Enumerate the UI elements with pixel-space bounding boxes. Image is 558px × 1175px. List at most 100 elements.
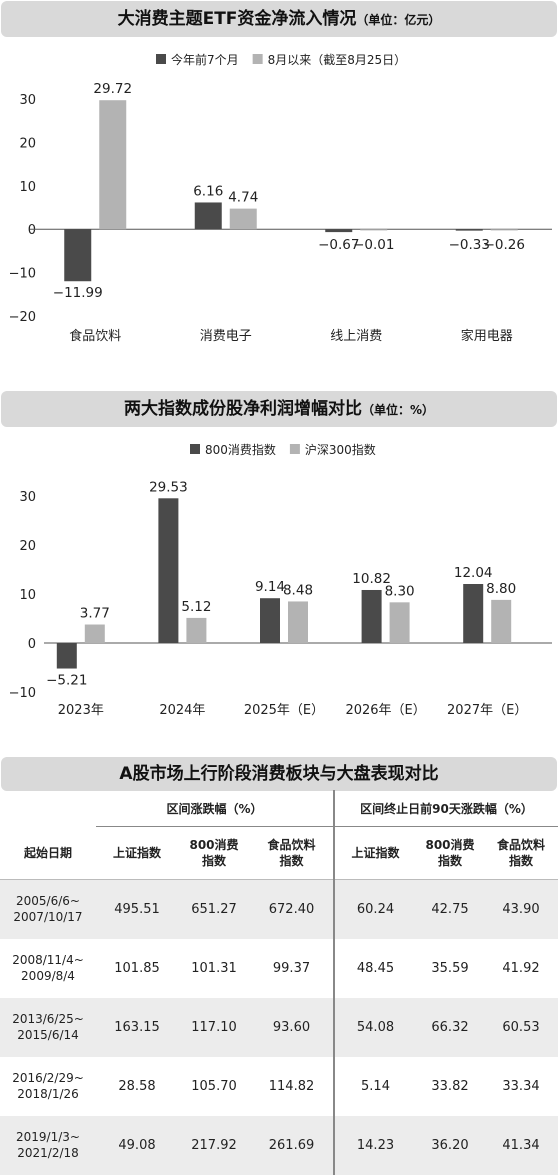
value-cell: 54.08: [333, 997, 416, 1057]
value-cell: 66.32: [416, 997, 484, 1057]
col-header: 食品饮料 指数: [250, 826, 334, 880]
value-cell: 495.51: [96, 879, 178, 939]
value-cell: 101.85: [114, 960, 160, 976]
value-cell: 672.40: [250, 879, 334, 939]
data-label: −11.99: [53, 285, 103, 301]
legend-swatch: [156, 54, 166, 64]
bar: [490, 229, 518, 231]
value-cell: 14.23: [333, 1115, 416, 1175]
value-cell: 114.82: [268, 1078, 315, 1094]
bar: [491, 599, 512, 643]
x-tick-label: 2025年（E）: [244, 703, 324, 718]
value-cell: 163.15: [96, 997, 178, 1057]
value-cell: 60.53: [484, 997, 558, 1057]
bar: [99, 100, 127, 230]
chart2-unit: （单位：%）: [361, 403, 435, 417]
date-range-cell: 2013/6/25~ 2015/6/14: [0, 997, 96, 1057]
bar: [389, 602, 410, 643]
col-header: 食品饮料 指数: [484, 826, 558, 880]
bar: [325, 229, 353, 233]
value-cell: 36.20: [416, 1115, 484, 1175]
data-label: 29.53: [149, 479, 188, 495]
col-date-header: 起始日期: [0, 826, 96, 880]
comparison-table: 区间涨跌幅（%） 区间终止日前90天涨跌幅（%） 起始日期 上证指数 800消费…: [0, 790, 558, 1175]
legend-swatch: [252, 54, 263, 64]
bar: [463, 584, 484, 643]
value-cell: 105.70: [191, 1078, 237, 1094]
value-cell: 33.34: [502, 1078, 540, 1094]
chart2-title-banner: 两大指数成份股净利润增幅对比（单位：%）: [1, 391, 557, 427]
bar: [56, 643, 77, 669]
value-cell: 93.60: [250, 997, 334, 1057]
legend-label: 今年前7个月: [171, 52, 239, 67]
bar: [84, 624, 105, 643]
y-tick-label: −10: [9, 686, 36, 701]
value-cell: 217.92: [178, 1115, 250, 1175]
value-cell: 48.45: [333, 938, 416, 998]
group1-header: 区间涨跌幅（%）: [96, 790, 334, 827]
data-label: −0.33: [449, 237, 490, 253]
data-label: 5.12: [181, 599, 211, 615]
x-tick-label: 2026年（E）: [345, 703, 425, 718]
value-cell: 49.08: [96, 1115, 178, 1175]
chart1-svg: 今年前7个月 8月以来（截至8月25日） −20 −10 0 10 20 30 −11.99 29…: [9, 52, 552, 344]
data-label: 8.80: [486, 581, 516, 597]
chart2-title: 两大指数成份股净利润增幅对比: [123, 399, 362, 419]
y-tick-label: −20: [9, 310, 36, 325]
value-cell: 42.75: [416, 879, 484, 939]
table-title-banner: A股市场上行阶段消费板块与大盘表现对比: [1, 757, 557, 791]
value-cell: 43.90: [484, 879, 558, 939]
bar: [360, 229, 388, 231]
bar: [64, 229, 92, 282]
table-row: 2008/11/4~ 2009/8/4 101.85 101.31 99.37 48.45…: [0, 938, 558, 998]
bar: [455, 229, 483, 231]
data-label: −5.21: [46, 673, 87, 689]
value-cell: 60.24: [333, 879, 416, 939]
col-header: 上证指数: [96, 826, 178, 880]
value-cell: 41.34: [484, 1115, 558, 1175]
x-tick-label: 家用电器: [461, 328, 513, 344]
table-row: 2005/6/6~ 2007/10/17 495.51 651.27 672.40 60.…: [0, 879, 558, 939]
data-label: −0.67: [318, 237, 359, 253]
value-cell: 101.31: [191, 960, 237, 976]
chart2-svg: 800消费指数 沪深300指数 −10 0 10 20 30 −5.21 3.77 2023年 29…: [9, 442, 552, 718]
legend-label: 沪深300指数: [305, 442, 376, 457]
value-cell: 99.37: [272, 960, 311, 976]
x-tick-label: 食品饮料: [69, 328, 121, 344]
chart1-unit: （单位：亿元）: [356, 13, 441, 27]
date-range-cell: 2019/1/3~ 2021/2/18: [0, 1115, 96, 1175]
data-label: −0.01: [353, 237, 394, 253]
y-tick-label: 20: [19, 136, 36, 151]
y-tick-label: 10: [19, 180, 36, 195]
value-cell: 651.27: [178, 879, 250, 939]
y-tick-label: 20: [19, 539, 36, 554]
table-row: 2016/2/29~ 2018/1/26 28.58 105.70 114.82 5.14…: [0, 1056, 558, 1116]
legend-label: 800消费指数: [205, 442, 276, 457]
legend-label: 8月以来（截至8月25日）: [268, 53, 407, 67]
x-tick-label: 线上消费: [330, 329, 382, 344]
y-tick-label: −10: [9, 267, 36, 282]
value-cell: 35.59: [431, 960, 469, 976]
col-header: 800消费 指数: [178, 826, 250, 880]
chart1-title-banner: 大消费主题ETF资金净流入情况（单位：亿元）: [1, 1, 557, 37]
data-label: 12.04: [454, 565, 493, 581]
y-tick-label: 0: [28, 223, 36, 238]
bar: [158, 498, 179, 643]
value-cell: 41.92: [502, 960, 540, 976]
date-range-cell: 2008/11/4~ 2009/8/4: [12, 953, 84, 983]
data-label: 10.82: [352, 571, 391, 587]
bar: [288, 601, 308, 643]
y-tick-label: 30: [19, 490, 36, 505]
date-range-cell: 2016/2/29~ 2018/1/26: [12, 1071, 84, 1101]
data-label: 6.16: [193, 183, 223, 199]
chart1-title: 大消费主题ETF资金净流入情况: [117, 9, 357, 29]
data-label: 4.74: [228, 190, 258, 206]
data-label: 3.77: [80, 606, 110, 622]
table-row: 2019/1/3~ 2021/2/18 49.08 217.92 261.69 14.23…: [0, 1115, 558, 1175]
bar: [260, 598, 280, 643]
bar: [361, 589, 382, 643]
col-header: 800消费 指数: [416, 826, 484, 880]
legend-swatch: [190, 444, 200, 454]
x-tick-label: 2023年: [58, 703, 104, 718]
table-row: 2013/6/25~ 2015/6/14 163.15 117.10 93.60 54.0…: [0, 997, 558, 1057]
